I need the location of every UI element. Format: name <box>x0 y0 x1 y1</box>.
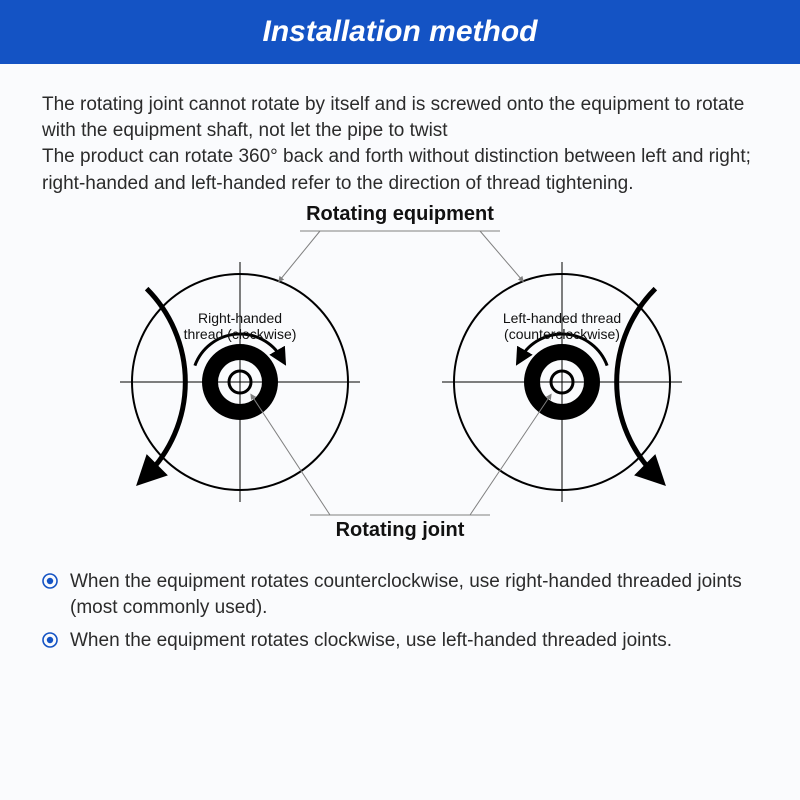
right-circle-label-line1: Left-handed thread <box>503 310 621 326</box>
bullet-row: When the equipment rotates clockwise, us… <box>42 628 758 654</box>
header-title: Installation method <box>262 15 537 48</box>
header-bar: Installation method <box>0 0 800 64</box>
left-circle-label: Right-handed thread (clockwise) <box>160 310 320 342</box>
diagram-label-bottom: Rotating joint <box>0 519 800 542</box>
left-circle-label-line1: Right-handed <box>198 310 282 326</box>
left-circle-label-line2: thread (clockwise) <box>184 326 297 342</box>
bullet-row: When the equipment rotates counterclockw… <box>42 569 758 620</box>
right-circle-label-line2: (counterclockwise) <box>504 326 620 342</box>
bullet-text: When the equipment rotates clockwise, us… <box>70 628 672 654</box>
bullet-marker-icon <box>42 632 58 648</box>
diagram-svg <box>0 197 800 557</box>
description-block: The rotating joint cannot rotate by itse… <box>0 64 800 197</box>
bullets-block: When the equipment rotates counterclockw… <box>0 557 800 654</box>
right-circle-label: Left-handed thread (counterclockwise) <box>482 310 642 342</box>
description-text: The rotating joint cannot rotate by itse… <box>42 92 758 197</box>
bullet-text: When the equipment rotates counterclockw… <box>70 569 758 620</box>
page-root: Installation method The rotating joint c… <box>0 0 800 800</box>
diagram-area: Rotating equipment Right-handed thread (… <box>0 197 800 557</box>
bullet-marker-icon <box>42 573 58 589</box>
